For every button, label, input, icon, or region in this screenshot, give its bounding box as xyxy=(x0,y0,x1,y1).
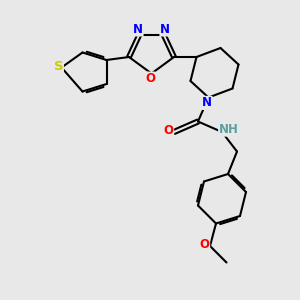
Text: O: O xyxy=(200,238,210,251)
Text: N: N xyxy=(202,96,212,110)
Text: N: N xyxy=(160,23,170,36)
Text: N: N xyxy=(133,23,143,36)
Text: S: S xyxy=(54,59,63,73)
Text: NH: NH xyxy=(219,123,238,136)
Text: O: O xyxy=(145,72,155,85)
Text: O: O xyxy=(164,124,174,137)
